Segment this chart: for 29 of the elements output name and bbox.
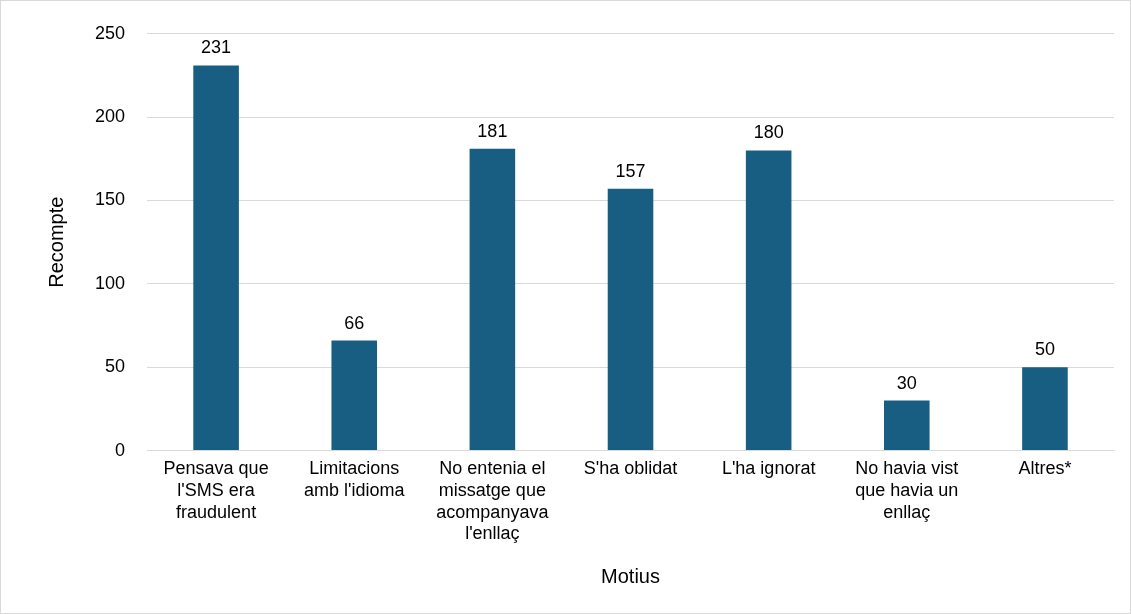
bar bbox=[331, 340, 378, 451]
x-axis-title: Motius bbox=[601, 564, 660, 587]
y-tick-label: 0 bbox=[115, 439, 126, 460]
x-tick-label: Altres* bbox=[1018, 458, 1072, 479]
x-tick-label: Pensava que l'SMS era fraudulent bbox=[163, 458, 269, 522]
y-axis-title: Recompte bbox=[44, 196, 67, 288]
data-label: 180 bbox=[753, 122, 784, 143]
data-label: 157 bbox=[615, 160, 646, 181]
y-tick-label: 150 bbox=[94, 189, 126, 210]
data-label: 181 bbox=[477, 120, 508, 141]
bar bbox=[745, 150, 792, 451]
bar bbox=[607, 188, 654, 451]
x-tick-label: No havia vist que havia un enllaç bbox=[855, 458, 959, 522]
x-tick-label: S'ha oblidat bbox=[583, 458, 678, 479]
y-tick-label: 200 bbox=[94, 106, 126, 127]
y-tick-label: 250 bbox=[94, 22, 126, 43]
x-tick-label: No entenia el missatge que acompanyava l'enllaç bbox=[436, 458, 550, 544]
data-label: 66 bbox=[344, 312, 365, 333]
y-tick-label: 50 bbox=[105, 356, 126, 377]
bar bbox=[469, 148, 516, 451]
data-label: 231 bbox=[201, 37, 232, 58]
data-label: 30 bbox=[896, 372, 917, 393]
data-label: 50 bbox=[1034, 339, 1055, 360]
bar bbox=[1022, 367, 1068, 451]
x-tick-label: Limitacions amb l'idioma bbox=[304, 458, 406, 500]
y-tick-label: 100 bbox=[94, 272, 126, 293]
bar bbox=[884, 400, 930, 451]
x-tick-label: L'ha ignorat bbox=[721, 458, 816, 479]
bar bbox=[193, 65, 239, 451]
